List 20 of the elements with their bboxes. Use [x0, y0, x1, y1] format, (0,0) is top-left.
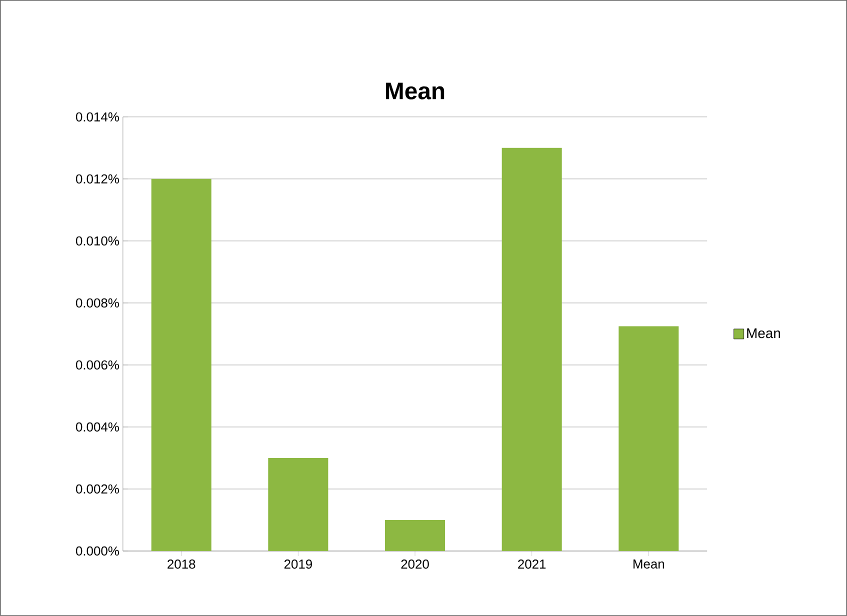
x-tick-label: 2019	[284, 560, 312, 569]
bar	[502, 148, 562, 552]
bar	[268, 458, 328, 552]
bar	[385, 520, 446, 552]
legend-label: Mean	[747, 328, 780, 338]
y-tick-label: 0.006%	[76, 360, 119, 370]
x-tick-label: 2021	[518, 560, 546, 569]
x-tick-label: 2018	[168, 560, 196, 569]
y-tick-label: 0.004%	[76, 422, 119, 432]
y-tick-label: 0.014%	[76, 112, 119, 122]
y-tick-label: 0.000%	[76, 546, 119, 556]
y-tick-label: 0.002%	[76, 484, 119, 494]
bar	[151, 178, 212, 552]
x-tick-label: Mean	[634, 560, 664, 569]
y-tick-label: 0.012%	[76, 174, 119, 184]
x-tick-label: 2020	[401, 560, 429, 569]
bar	[618, 326, 679, 552]
y-tick-label: 0.008%	[76, 298, 119, 308]
chart-title: Mean	[386, 82, 444, 100]
y-tick-label: 0.010%	[76, 236, 119, 246]
